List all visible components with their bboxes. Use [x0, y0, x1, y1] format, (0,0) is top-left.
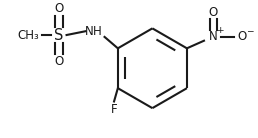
Text: O: O [54, 2, 63, 15]
Text: N: N [85, 25, 94, 38]
Text: O: O [209, 6, 218, 19]
Text: −: − [246, 26, 253, 35]
Text: H: H [93, 25, 101, 38]
Text: S: S [54, 27, 64, 43]
Text: F: F [111, 103, 117, 116]
Text: CH₃: CH₃ [18, 29, 39, 42]
Text: O: O [54, 55, 63, 68]
Text: +: + [216, 26, 224, 35]
Text: N: N [209, 30, 218, 43]
Text: O: O [237, 30, 247, 43]
